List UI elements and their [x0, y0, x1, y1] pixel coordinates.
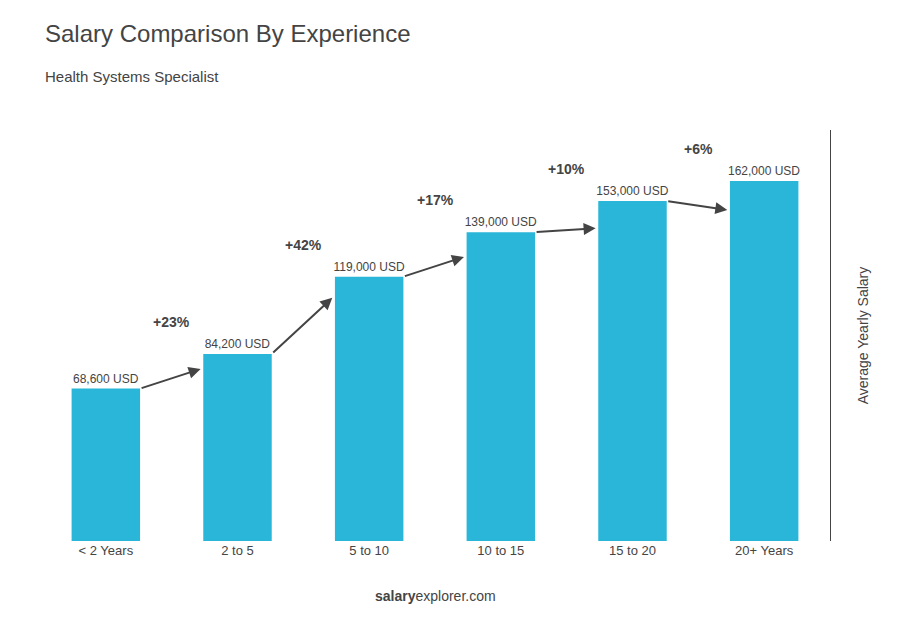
svg-text:20+ Years: 20+ Years: [735, 543, 794, 558]
svg-text:153,000 USD: 153,000 USD: [596, 184, 668, 198]
svg-text:68,600 USD: 68,600 USD: [73, 372, 139, 386]
svg-text:+23%: +23%: [153, 314, 190, 330]
svg-text:salaryexplorer.com: salaryexplorer.com: [375, 588, 496, 604]
svg-text:< 2 Years: < 2 Years: [79, 543, 134, 558]
svg-text:15 to 20: 15 to 20: [609, 543, 656, 558]
svg-text:84,200 USD: 84,200 USD: [205, 337, 271, 351]
svg-text:+42%: +42%: [285, 237, 322, 253]
svg-text:+6%: +6%: [684, 141, 713, 157]
svg-text:+10%: +10%: [548, 161, 585, 177]
svg-text:2 to 5: 2 to 5: [221, 543, 254, 558]
svg-text:Health Systems Specialist: Health Systems Specialist: [45, 68, 219, 85]
svg-text:5 to 10: 5 to 10: [349, 543, 389, 558]
svg-text:Average Yearly Salary: Average Yearly Salary: [855, 267, 871, 405]
svg-text:162,000 USD: 162,000 USD: [728, 164, 800, 178]
svg-text:10 to 15: 10 to 15: [477, 543, 524, 558]
svg-text:Salary Comparison By Experienc: Salary Comparison By Experience: [45, 20, 411, 47]
svg-text:139,000 USD: 139,000 USD: [465, 215, 537, 229]
svg-text:+17%: +17%: [417, 192, 454, 208]
svg-text:119,000 USD: 119,000 USD: [333, 260, 404, 274]
